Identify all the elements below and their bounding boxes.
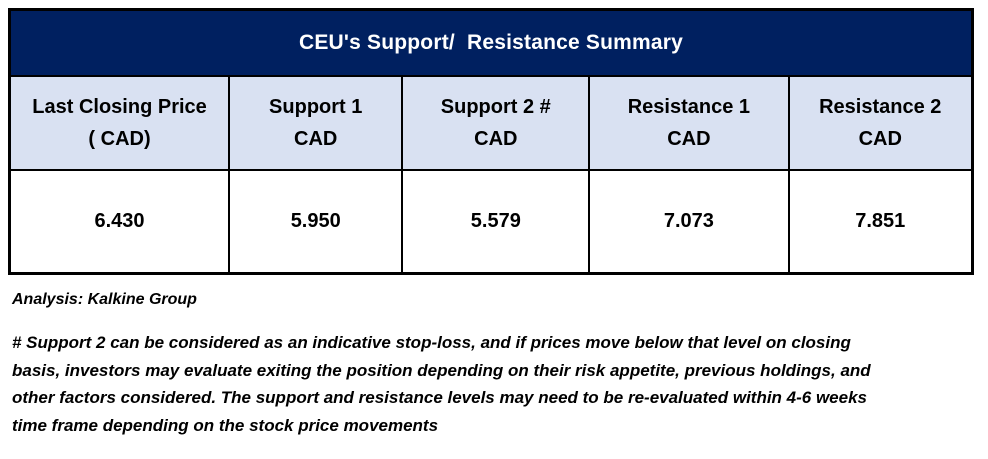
header-label-line2: ( CAD) [88,127,151,150]
support-resistance-table: CEU's Support/ Resistance Summary Last C… [8,8,974,275]
header-label-line2: CAD [474,127,518,150]
footnote-line: other factors considered. The support an… [12,388,867,407]
table-title-row: CEU's Support/ Resistance Summary [8,8,974,77]
value-cell-last-closing-price: 6.430 [8,168,231,275]
header-label-line1: Resistance 2 [819,95,942,118]
header-label-line1: Last Closing Price [32,95,207,118]
footnote-line: time frame depending on the stock price … [12,415,439,435]
header-cell-resistance-2: Resistance 2 CAD [787,74,974,171]
footnote-line: basis, investors may evaluate exiting th… [12,360,871,380]
value-cell-support-2: 5.579 [401,168,591,275]
header-label-line1: Support 1 [269,95,363,118]
footnote-line: # Support 2 can be considered as an indi… [12,333,851,352]
page: CEU's Support/ Resistance Summary Last C… [8,8,980,439]
header-label-line2: CAD [858,127,902,150]
header-cell-resistance-1: Resistance 1 CAD [588,74,790,171]
value-cell-resistance-2: 7.851 [787,168,974,275]
value-cell-resistance-1: 7.073 [588,168,790,275]
table-title: CEU's Support/ Resistance Summary [8,8,974,77]
value-cell-support-1: 5.950 [228,168,404,275]
header-cell-support-2: Support 2 # CAD [401,74,591,171]
header-label-line1: Support 2 # [440,95,551,118]
table-value-row: 6.430 5.950 5.579 7.073 7.851 [8,168,974,275]
header-label-line2: CAD [667,127,711,150]
header-cell-support-1: Support 1 CAD [228,74,404,171]
header-label-line2: CAD [294,127,338,150]
header-label-line1: Resistance 1 [627,95,751,118]
support-2-footnote: # Support 2 can be considered as an indi… [12,329,980,439]
header-cell-last-closing-price: Last Closing Price ( CAD) [8,74,231,171]
analysis-source-note: Analysis: Kalkine Group [12,291,197,308]
table-header-row: Last Closing Price ( CAD) Support 1 CAD … [8,74,974,171]
